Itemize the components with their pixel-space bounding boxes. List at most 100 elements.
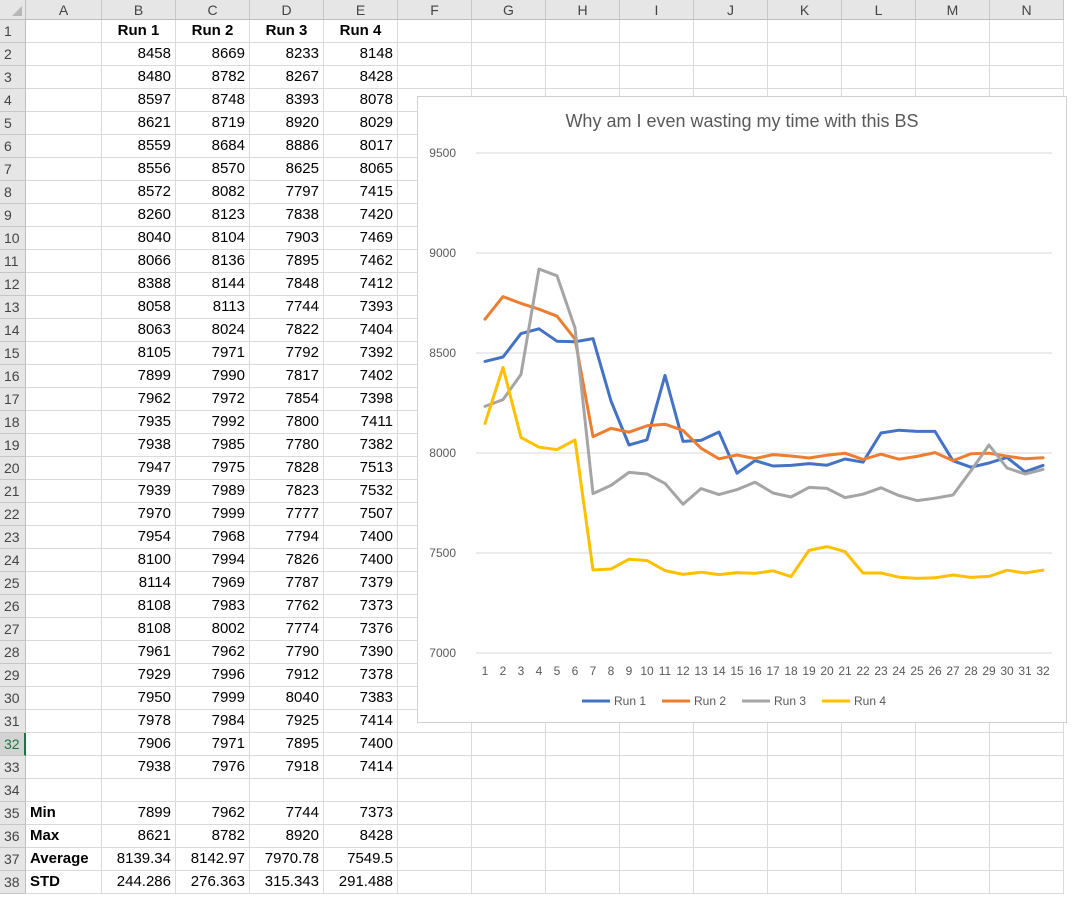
cell-e12[interactable]: 7412 [324, 273, 398, 296]
cell-c32[interactable]: 7971 [176, 733, 250, 756]
cell-f38[interactable] [398, 871, 472, 894]
cell-e4[interactable]: 8078 [324, 89, 398, 112]
cell-c34[interactable] [176, 779, 250, 802]
cell-b3[interactable]: 8480 [102, 66, 176, 89]
cell-a11[interactable] [26, 250, 102, 273]
cell-c18[interactable]: 7992 [176, 411, 250, 434]
cell-k32[interactable] [768, 733, 842, 756]
cell-n37[interactable] [990, 848, 1064, 871]
column-header-i[interactable]: I [620, 0, 694, 20]
cell-c15[interactable]: 7971 [176, 342, 250, 365]
cell-a33[interactable] [26, 756, 102, 779]
row-header-5[interactable]: 5 [0, 112, 26, 135]
cell-c31[interactable]: 7984 [176, 710, 250, 733]
cell-n36[interactable] [990, 825, 1064, 848]
row-header-10[interactable]: 10 [0, 227, 26, 250]
cell-c20[interactable]: 7975 [176, 457, 250, 480]
cell-c36[interactable]: 8782 [176, 825, 250, 848]
cell-a16[interactable] [26, 365, 102, 388]
cell-e5[interactable]: 8029 [324, 112, 398, 135]
cell-d32[interactable]: 7895 [250, 733, 324, 756]
cell-d10[interactable]: 7903 [250, 227, 324, 250]
series-line-run-3[interactable] [483, 267, 1045, 506]
cell-d31[interactable]: 7925 [250, 710, 324, 733]
cell-l38[interactable] [842, 871, 916, 894]
cell-c37[interactable]: 8142.97 [176, 848, 250, 871]
row-header-13[interactable]: 13 [0, 296, 26, 319]
cell-i37[interactable] [620, 848, 694, 871]
cell-l3[interactable] [842, 66, 916, 89]
cell-i3[interactable] [620, 66, 694, 89]
cell-e14[interactable]: 7404 [324, 319, 398, 342]
cell-c3[interactable]: 8782 [176, 66, 250, 89]
cell-h36[interactable] [546, 825, 620, 848]
cell-f33[interactable] [398, 756, 472, 779]
cell-b11[interactable]: 8066 [102, 250, 176, 273]
cell-d3[interactable]: 8267 [250, 66, 324, 89]
cell-e25[interactable]: 7379 [324, 572, 398, 595]
cell-n32[interactable] [990, 733, 1064, 756]
row-header-2[interactable]: 2 [0, 43, 26, 66]
row-header-29[interactable]: 29 [0, 664, 26, 687]
cell-g32[interactable] [472, 733, 546, 756]
cell-a27[interactable] [26, 618, 102, 641]
cell-e38[interactable]: 291.488 [324, 871, 398, 894]
cell-e26[interactable]: 7373 [324, 595, 398, 618]
cell-a38[interactable]: STD [26, 871, 102, 894]
row-header-35[interactable]: 35 [0, 802, 26, 825]
cell-m32[interactable] [916, 733, 990, 756]
series-line-run-2[interactable] [483, 295, 1045, 463]
cell-j1[interactable] [694, 20, 768, 43]
cell-k34[interactable] [768, 779, 842, 802]
cell-a25[interactable] [26, 572, 102, 595]
cell-g1[interactable] [472, 20, 546, 43]
cell-b7[interactable]: 8556 [102, 158, 176, 181]
cell-c5[interactable]: 8719 [176, 112, 250, 135]
cell-d15[interactable]: 7792 [250, 342, 324, 365]
cell-a14[interactable] [26, 319, 102, 342]
cell-e28[interactable]: 7390 [324, 641, 398, 664]
cell-c29[interactable]: 7996 [176, 664, 250, 687]
row-header-18[interactable]: 18 [0, 411, 26, 434]
cell-j34[interactable] [694, 779, 768, 802]
cell-a36[interactable]: Max [26, 825, 102, 848]
cell-d30[interactable]: 8040 [250, 687, 324, 710]
cell-a15[interactable] [26, 342, 102, 365]
cell-a13[interactable] [26, 296, 102, 319]
cell-d13[interactable]: 7744 [250, 296, 324, 319]
cell-f32[interactable] [398, 733, 472, 756]
cell-d4[interactable]: 8393 [250, 89, 324, 112]
cell-b35[interactable]: 7899 [102, 802, 176, 825]
row-header-1[interactable]: 1 [0, 20, 26, 43]
row-header-6[interactable]: 6 [0, 135, 26, 158]
cell-b12[interactable]: 8388 [102, 273, 176, 296]
cell-c22[interactable]: 7999 [176, 503, 250, 526]
cell-a29[interactable] [26, 664, 102, 687]
cell-g2[interactable] [472, 43, 546, 66]
cell-m33[interactable] [916, 756, 990, 779]
row-header-26[interactable]: 26 [0, 595, 26, 618]
row-header-20[interactable]: 20 [0, 457, 26, 480]
row-header-38[interactable]: 38 [0, 871, 26, 894]
cell-c27[interactable]: 8002 [176, 618, 250, 641]
cell-h37[interactable] [546, 848, 620, 871]
cell-j35[interactable] [694, 802, 768, 825]
cell-d36[interactable]: 8920 [250, 825, 324, 848]
cell-d17[interactable]: 7854 [250, 388, 324, 411]
cell-i35[interactable] [620, 802, 694, 825]
cell-b15[interactable]: 8105 [102, 342, 176, 365]
cell-l35[interactable] [842, 802, 916, 825]
cell-c21[interactable]: 7989 [176, 480, 250, 503]
cell-b22[interactable]: 7970 [102, 503, 176, 526]
cell-b10[interactable]: 8040 [102, 227, 176, 250]
cell-i2[interactable] [620, 43, 694, 66]
column-header-h[interactable]: H [546, 0, 620, 20]
cell-c26[interactable]: 7983 [176, 595, 250, 618]
row-header-14[interactable]: 14 [0, 319, 26, 342]
cell-k2[interactable] [768, 43, 842, 66]
cell-i33[interactable] [620, 756, 694, 779]
cell-a5[interactable] [26, 112, 102, 135]
cell-a28[interactable] [26, 641, 102, 664]
cell-e24[interactable]: 7400 [324, 549, 398, 572]
cell-a26[interactable] [26, 595, 102, 618]
